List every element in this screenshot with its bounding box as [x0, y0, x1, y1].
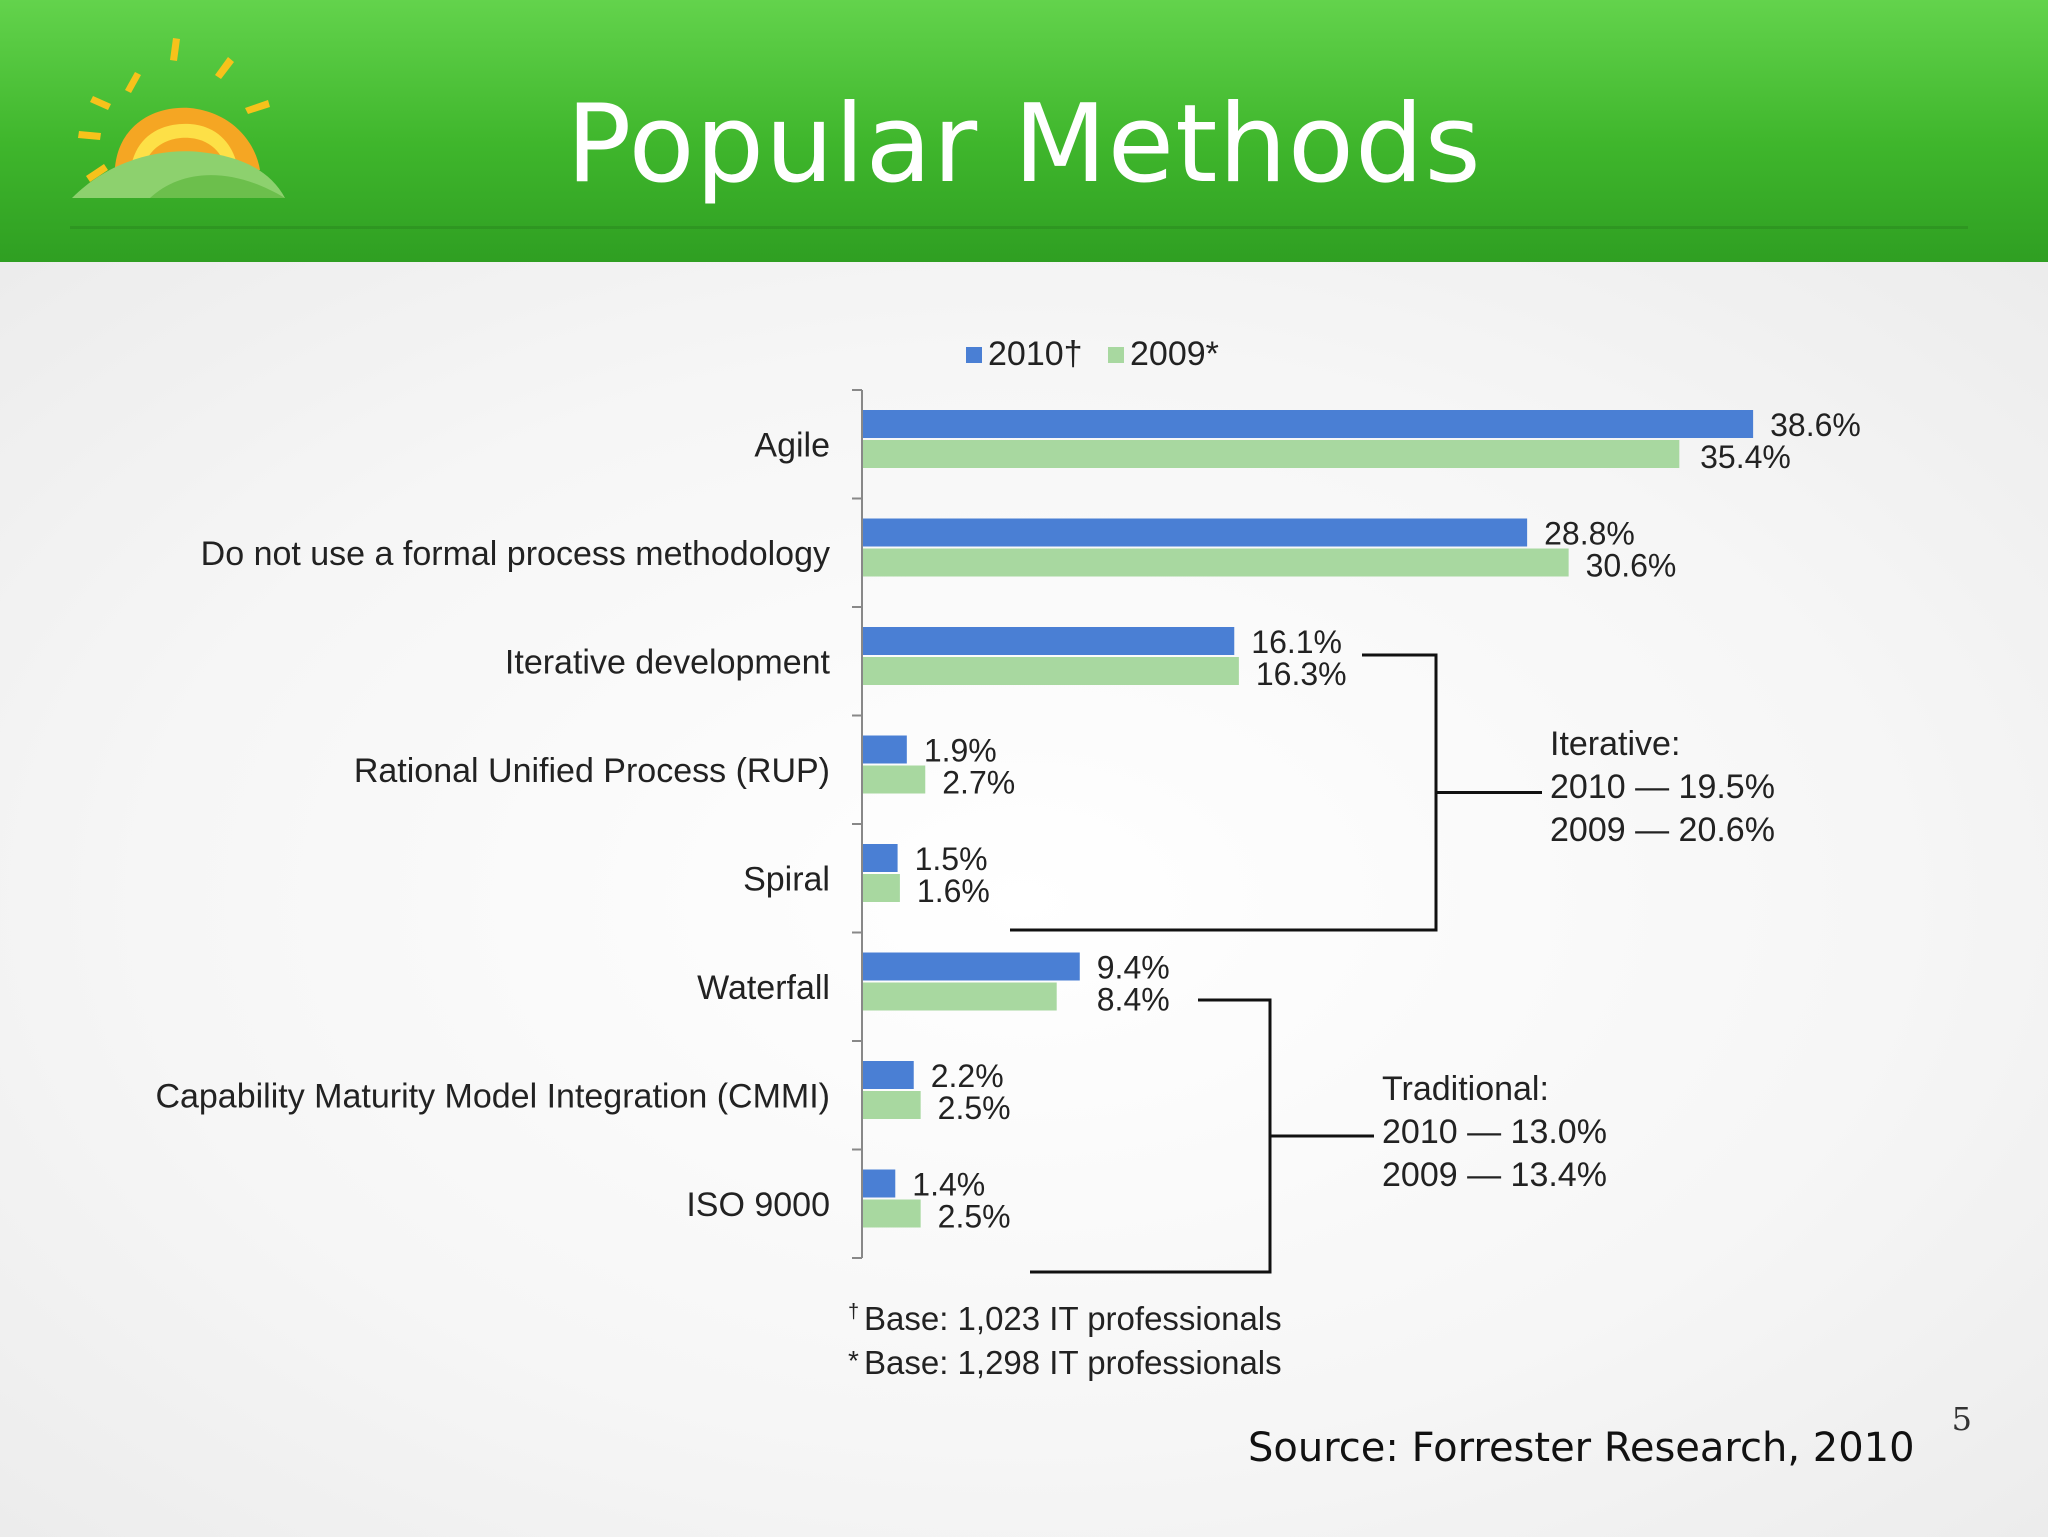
bar-2010: [863, 518, 1528, 547]
footnote-text: Base: 1,298 IT professionals: [864, 1344, 1282, 1381]
annotation-traditional-line: 2010 — 13.0%: [1382, 1113, 1607, 1151]
annotation-iterative-line: 2009 — 20.6%: [1550, 811, 1775, 849]
data-label-2009: 2.5%: [938, 1090, 1011, 1126]
annotation-iterative-line: Iterative:: [1550, 725, 1680, 763]
bar-2009: [863, 657, 1239, 685]
bar-2010: [863, 1169, 896, 1198]
bar-2009: [863, 765, 926, 794]
data-label-2009: 35.4%: [1700, 439, 1791, 475]
bar-2010: [863, 627, 1235, 655]
bar-2010: [863, 1061, 914, 1089]
category-label: Rational Unified Process (RUP): [354, 752, 830, 790]
data-label-2009: 16.3%: [1256, 656, 1347, 692]
data-label-2010: 16.1%: [1251, 624, 1342, 660]
bracket-iterative: [1010, 653, 1438, 932]
category-label: Iterative development: [505, 643, 831, 681]
category-label: Waterfall: [697, 969, 830, 1007]
data-label-2009: 8.4%: [1097, 982, 1170, 1018]
bar-2010: [863, 410, 1754, 438]
data-label-2010: 38.6%: [1770, 407, 1861, 443]
data-label-2010: 28.8%: [1544, 516, 1635, 552]
category-label: Do not use a formal process methodology: [201, 535, 830, 573]
slide-title: Popular Methods: [566, 82, 1482, 207]
data-label-2010: 2.2%: [931, 1058, 1004, 1094]
page-number: 5: [1951, 1400, 1972, 1438]
slide-header: Popular Methods: [0, 0, 2048, 262]
data-label-2010: 1.4%: [912, 1167, 985, 1203]
footnote-text: Base: 1,023 IT professionals: [864, 1300, 1282, 1337]
annotation-traditional-line: Traditional:: [1382, 1070, 1549, 1108]
bar-2009: [863, 1091, 921, 1119]
data-label-2009: 2.7%: [942, 765, 1015, 801]
slide-content: [0, 262, 2048, 1537]
legend-label-2009: 2009*: [1130, 335, 1219, 373]
legend-label-2010: 2010†: [988, 335, 1083, 373]
bar-2010: [863, 952, 1080, 981]
legend-swatch-2009: [1108, 347, 1124, 363]
category-label: Capability Maturity Model Integration (C…: [155, 1077, 830, 1115]
data-label-2010: 1.9%: [924, 733, 997, 769]
source-caption: Source: Forrester Research, 2010: [1248, 1425, 1915, 1471]
bracket-traditional: [1030, 998, 1272, 1274]
data-label-2009: 1.6%: [917, 873, 990, 909]
bar-2009: [863, 440, 1680, 468]
annotation-traditional-line: 2009 — 13.4%: [1382, 1156, 1607, 1194]
legend-swatch-2010: [966, 347, 982, 363]
bar-2010: [863, 735, 907, 764]
sun-logo-icon: [72, 38, 285, 198]
footnote-mark: †: [848, 1301, 859, 1323]
annotation-iterative-line: 2010 — 19.5%: [1550, 768, 1775, 806]
category-label: Spiral: [743, 860, 830, 898]
bar-2009: [863, 982, 1057, 1011]
data-label-2010: 1.5%: [915, 841, 988, 877]
bar-2009: [863, 874, 900, 902]
bar-2010: [863, 844, 898, 872]
data-label-2009: 30.6%: [1586, 548, 1677, 584]
bar-2009: [863, 1199, 921, 1228]
bar-2009: [863, 548, 1569, 577]
data-label-2010: 9.4%: [1097, 950, 1170, 986]
category-label: Agile: [754, 426, 830, 464]
data-label-2009: 2.5%: [938, 1199, 1011, 1235]
footnote-mark: *: [848, 1345, 859, 1376]
category-label: ISO 9000: [686, 1186, 830, 1224]
